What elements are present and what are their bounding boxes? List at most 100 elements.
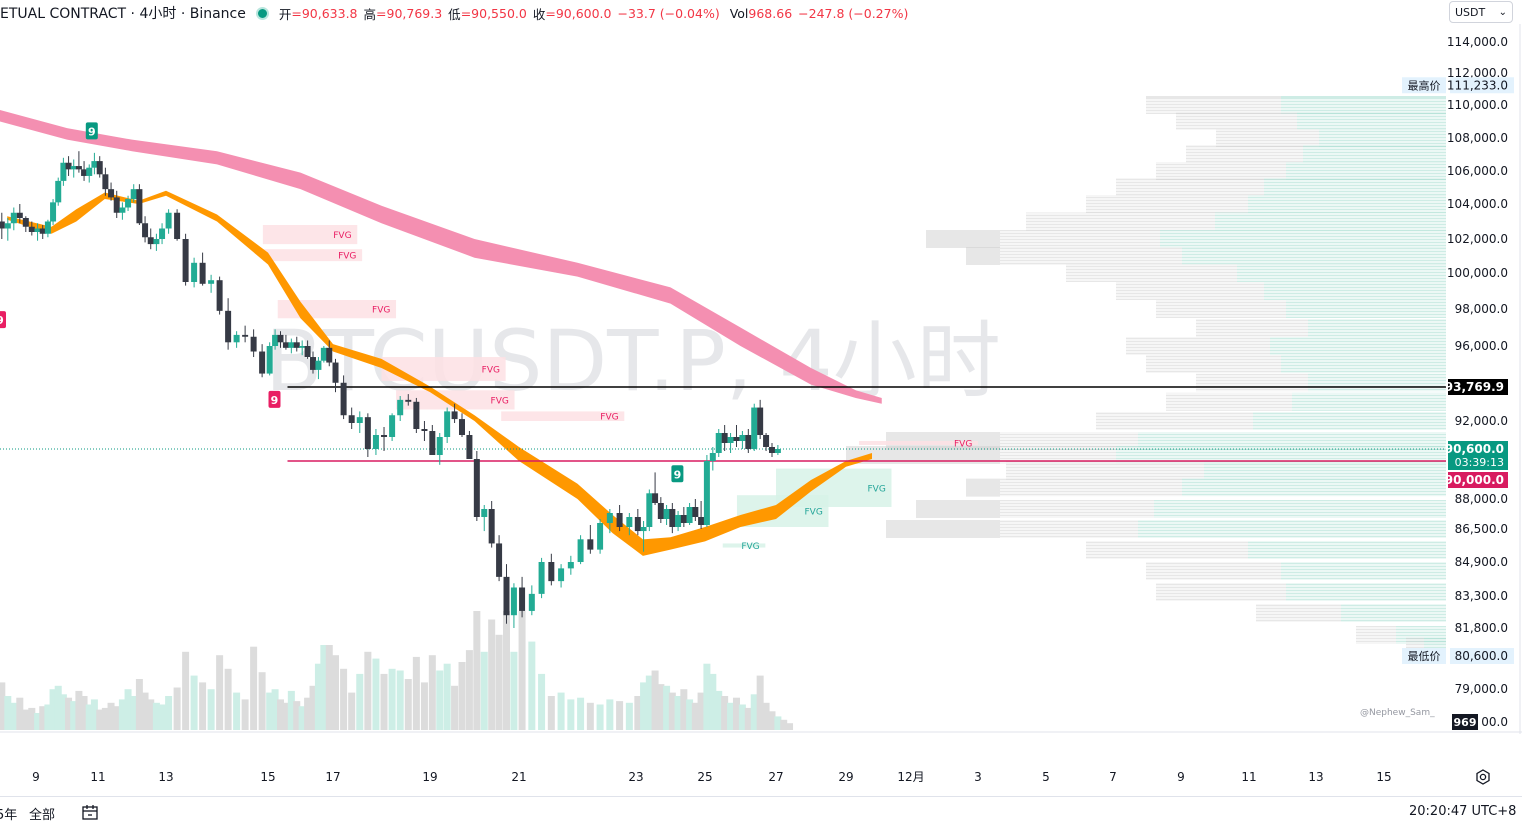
candle-body <box>348 415 355 423</box>
volume-bar <box>625 702 633 730</box>
volume-profile <box>846 96 1446 656</box>
candle-body <box>39 228 46 234</box>
volume-bar <box>277 699 285 730</box>
market-status-icon <box>255 6 269 20</box>
volume-bar <box>199 682 207 730</box>
candle-body <box>159 228 166 239</box>
volume-bar <box>495 634 503 730</box>
y-tick-label: 81,800.0 <box>1455 621 1508 635</box>
volume-bar <box>182 651 190 730</box>
candle-body <box>640 527 647 532</box>
volume-bar <box>309 685 317 730</box>
volume-bar <box>224 668 232 730</box>
y-tick-label: 110,000.0 <box>1447 98 1508 112</box>
volume-bar <box>4 696 12 730</box>
price-tag: 90,600.003:39:13 <box>1445 441 1508 470</box>
volume-bar <box>586 702 594 730</box>
volume-bar <box>380 673 388 730</box>
symbol-legend: ETUAL CONTRACT · 4小时 · Binance 开 =90,633… <box>0 3 914 23</box>
volume-bar <box>101 707 109 730</box>
price-chart[interactable]: BTCUSDT.P, 4小时FVGFVGFVGFVGFVGFVGFVGFVGFV… <box>0 0 1522 796</box>
vprofile-bar-green <box>1204 461 1446 480</box>
date-range-icon[interactable] <box>80 803 100 821</box>
volume-bar <box>49 689 57 730</box>
candle-body <box>304 346 311 358</box>
volume-bar <box>0 682 6 730</box>
candle-body <box>326 347 333 363</box>
candle-body <box>757 407 764 435</box>
candle-body <box>473 459 480 517</box>
volume-bar <box>233 692 241 730</box>
volume-bar <box>412 656 420 730</box>
candle-body <box>340 382 347 416</box>
x-tick-label: 15 <box>260 770 275 784</box>
x-tick-label: 19 <box>422 770 437 784</box>
candle-body <box>751 407 758 449</box>
gear-icon[interactable] <box>1474 768 1492 786</box>
volume-bar <box>645 675 653 730</box>
vprofile-bar <box>1006 461 1204 480</box>
volume-bar <box>774 716 782 730</box>
countdown-label: 03:39:13 <box>1455 456 1504 469</box>
volume-bar <box>780 719 788 730</box>
volume-bar <box>606 699 614 730</box>
volume-bar <box>124 689 132 730</box>
candles <box>0 151 781 628</box>
td-marker-label: 9 <box>0 314 4 327</box>
volume-bar <box>547 696 555 730</box>
volume-bar <box>44 704 52 730</box>
volume-bar <box>738 704 746 730</box>
range-all[interactable]: 全部 <box>29 808 56 823</box>
symbol-name[interactable]: ETUAL CONTRACT · 4小时 · Binance <box>0 6 246 22</box>
volume-bar <box>59 694 67 730</box>
candle-body <box>16 212 23 218</box>
candle-body <box>703 461 710 525</box>
vprofile-bar <box>1356 626 1396 644</box>
candle-body <box>372 435 379 449</box>
x-tick-label: 25 <box>697 770 712 784</box>
volume-bar <box>674 696 682 730</box>
candle-body <box>50 202 57 222</box>
credit-text: @Nephew_Sam_ <box>1360 708 1435 718</box>
vprofile-bar-green <box>1248 195 1446 213</box>
fvg-zone <box>859 441 978 445</box>
candle-body <box>466 435 473 459</box>
td-marker-label: 9 <box>674 468 682 481</box>
candle-body <box>657 503 664 519</box>
volume-bar <box>39 706 47 730</box>
y-tick-label: 114,000.0 <box>1447 35 1508 49</box>
candle-body <box>510 587 517 616</box>
candle-body <box>315 360 322 370</box>
y-tick-label: 92,000.0 <box>1455 414 1508 428</box>
clock-display[interactable]: 20:20:47 UTC+8 <box>1409 804 1517 819</box>
volume-bar <box>364 651 372 730</box>
candle-body <box>413 401 420 429</box>
fvg-label: FVG <box>333 231 351 241</box>
price-tag-label: 111,233.0 <box>1447 78 1508 92</box>
fvg-label: FVG <box>338 252 356 262</box>
price-tag: 93,769.9 <box>1445 379 1508 395</box>
volume-bar <box>634 696 642 730</box>
volume-bar <box>709 673 717 730</box>
candle-body <box>259 351 266 374</box>
candle-body <box>182 239 189 282</box>
candle-body <box>86 167 93 176</box>
volume-bar <box>473 611 481 730</box>
vprofile-bar-green <box>1286 162 1446 180</box>
price-tag-caption-bg <box>1402 77 1446 94</box>
td-marker-box <box>0 311 6 329</box>
candle-body <box>282 342 289 348</box>
volume-bar <box>107 702 115 730</box>
volume-bar <box>320 645 328 730</box>
candle-body <box>70 166 77 170</box>
candle-body <box>65 162 72 170</box>
volume-bar <box>85 704 93 730</box>
x-tick-label: 21 <box>511 770 526 784</box>
currency-selector[interactable]: USDT ⌄ <box>1449 1 1513 23</box>
x-tick-label: 7 <box>1109 770 1117 784</box>
fvg-zone <box>262 225 358 245</box>
range-5y[interactable]: 5年 <box>0 808 18 823</box>
volume-bar <box>293 701 301 730</box>
open-label: 开 <box>278 6 292 22</box>
volume-bar <box>258 672 266 730</box>
